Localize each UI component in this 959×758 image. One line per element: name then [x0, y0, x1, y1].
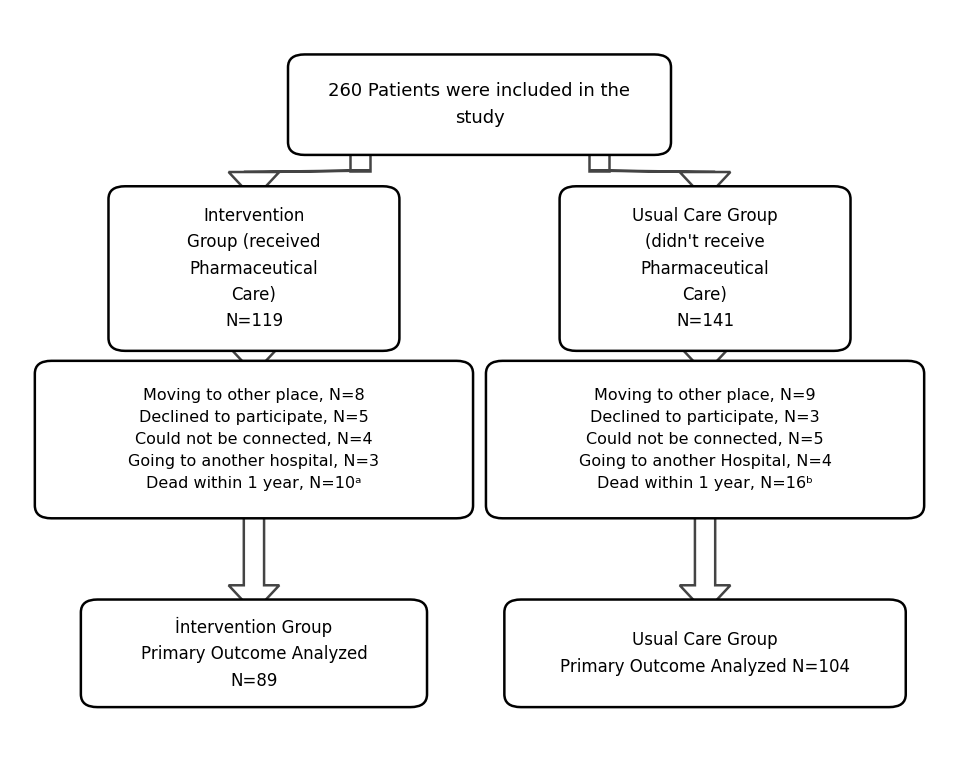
FancyBboxPatch shape — [288, 55, 671, 155]
Text: Usual Care Group
(didn't receive
Pharmaceutical
Care)
N=141: Usual Care Group (didn't receive Pharmac… — [632, 207, 778, 330]
Polygon shape — [680, 338, 731, 374]
Polygon shape — [228, 506, 279, 612]
FancyBboxPatch shape — [504, 600, 905, 707]
FancyBboxPatch shape — [108, 186, 399, 351]
Polygon shape — [589, 142, 609, 171]
Polygon shape — [228, 338, 279, 374]
Polygon shape — [680, 172, 731, 199]
Text: Moving to other place, N=9
Declined to participate, N=3
Could not be connected, : Moving to other place, N=9 Declined to p… — [578, 387, 831, 491]
Polygon shape — [244, 171, 370, 172]
Polygon shape — [228, 172, 279, 199]
FancyBboxPatch shape — [81, 600, 427, 707]
Text: Intervention
Group (received
Pharmaceutical
Care)
N=119: Intervention Group (received Pharmaceuti… — [187, 207, 320, 330]
Polygon shape — [589, 171, 715, 172]
Polygon shape — [350, 142, 370, 171]
Text: 260 Patients were included in the
study: 260 Patients were included in the study — [329, 83, 630, 127]
FancyBboxPatch shape — [35, 361, 473, 518]
Text: Usual Care Group
Primary Outcome Analyzed N=104: Usual Care Group Primary Outcome Analyze… — [560, 631, 850, 675]
Text: Moving to other place, N=8
Declined to participate, N=5
Could not be connected, : Moving to other place, N=8 Declined to p… — [129, 387, 380, 491]
FancyBboxPatch shape — [486, 361, 924, 518]
FancyBboxPatch shape — [560, 186, 851, 351]
Polygon shape — [680, 506, 731, 612]
Text: İntervention Group
Primary Outcome Analyzed
N=89: İntervention Group Primary Outcome Analy… — [141, 617, 367, 690]
